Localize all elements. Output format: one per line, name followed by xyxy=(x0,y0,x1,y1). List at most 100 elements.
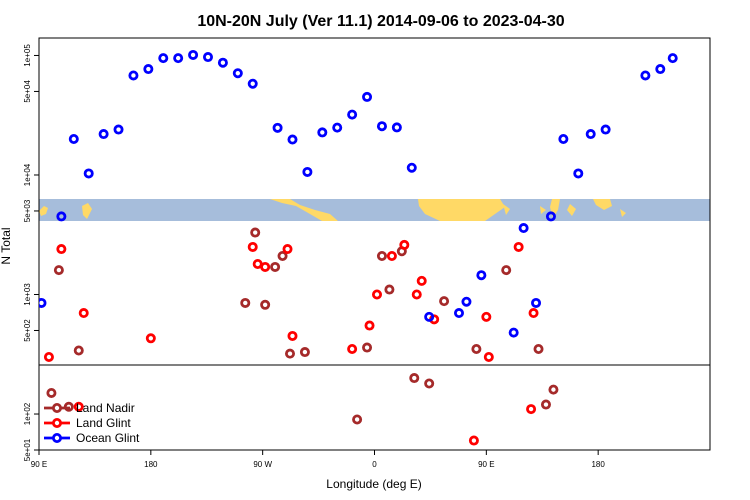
ocean-glint-point xyxy=(83,168,94,179)
ocean-glint-point xyxy=(173,53,184,64)
ocean-band xyxy=(39,199,710,221)
land-nadir-point xyxy=(277,250,288,261)
y-axis: 5e+01 1e+02 5e+02 1e+03 5e+03 1e+04 5e+04 1e+05 xyxy=(23,44,39,461)
land-shape xyxy=(39,206,48,216)
land-nadir-point xyxy=(53,265,64,276)
land-nadir-point xyxy=(299,347,310,358)
ocean-glint-point xyxy=(391,122,402,133)
land-glint-point xyxy=(287,330,298,341)
ocean-glint-point xyxy=(453,308,464,319)
land-glint-point xyxy=(73,401,84,412)
ocean-glint-point xyxy=(98,129,109,140)
land-glint-point xyxy=(386,250,397,261)
y-tick-label: 5e+04 xyxy=(23,80,32,103)
land-glint-point xyxy=(528,308,539,319)
land-glint-point xyxy=(411,289,422,300)
ocean-glint-point xyxy=(573,168,584,179)
land-glint-point xyxy=(416,275,427,286)
land-glint-point xyxy=(371,289,382,300)
y-tick-label: 5e+01 xyxy=(23,438,32,461)
ocean-glint-point xyxy=(128,70,139,81)
ocean-glint-point xyxy=(558,134,569,145)
ocean-glint-point xyxy=(347,109,358,120)
land-glint-point xyxy=(282,244,293,255)
land-glint-point xyxy=(145,333,156,344)
land-nadir-point xyxy=(471,343,482,354)
x-tick-label: 180 xyxy=(591,460,605,469)
y-tick-label: 5e+02 xyxy=(23,319,32,342)
ocean-glint-point xyxy=(317,127,328,138)
land-glint-point xyxy=(260,261,271,272)
land-glint-point xyxy=(364,320,375,331)
y-tick-label: 5e+03 xyxy=(23,199,32,222)
ocean-glint-point xyxy=(68,134,79,145)
ocean-glint-point xyxy=(476,270,487,281)
land-shape xyxy=(540,206,546,214)
ocean-glint-point xyxy=(461,296,472,307)
land-nadir-point xyxy=(240,297,251,308)
x-tick-label: 0 xyxy=(372,460,377,469)
x-tick-label: 90 W xyxy=(253,460,272,469)
land-nadir-point xyxy=(352,414,363,425)
land-nadir-point xyxy=(260,299,271,310)
land-nadir-point xyxy=(376,250,387,261)
ocean-glint-point xyxy=(202,52,213,63)
ocean-glint-point xyxy=(600,124,611,135)
ocean-glint-point xyxy=(302,166,313,177)
ocean-glint-point xyxy=(217,57,228,68)
ocean-glint-point xyxy=(287,134,298,145)
land-glint-legend-label: Land Glint xyxy=(76,416,131,430)
land-glint-point xyxy=(56,244,67,255)
ocean-glint-point xyxy=(113,124,124,135)
land-nadir-point xyxy=(384,284,395,295)
land-glint-point xyxy=(483,351,494,362)
land-shape xyxy=(418,199,505,221)
ocean-glint-point xyxy=(531,297,542,308)
land-shape xyxy=(82,203,92,219)
land-glint-point xyxy=(347,343,358,354)
ocean-glint-point xyxy=(56,211,67,222)
chart-title: 10N-20N July (Ver 11.1) 2014-09-06 to 20… xyxy=(197,13,564,30)
ocean-glint-point xyxy=(39,297,47,308)
land-shape xyxy=(270,199,338,221)
land-nadir-point xyxy=(285,348,296,359)
land-nadir-point xyxy=(73,345,84,356)
land-shape xyxy=(593,199,612,210)
data-points xyxy=(39,49,678,446)
x-tick-label: 180 xyxy=(144,460,158,469)
ocean-glint-point xyxy=(545,211,556,222)
ocean-glint-point xyxy=(143,64,154,75)
x-axis: 90 E 180 90 W 0 90 E 180 xyxy=(31,450,605,469)
land-nadir-point xyxy=(362,342,373,353)
ocean-glint-point xyxy=(667,53,678,64)
land-nadir-point xyxy=(501,265,512,276)
ocean-glint-legend-label: Ocean Glint xyxy=(76,431,140,445)
land-nadir-legend-marker xyxy=(52,402,63,413)
land-glint-point xyxy=(43,351,54,362)
y-tick-label: 1e+02 xyxy=(23,402,32,425)
land-nadir-point xyxy=(409,373,420,384)
ocean-glint-point xyxy=(376,121,387,132)
land-nadir-point xyxy=(439,296,450,307)
ocean-glint-point xyxy=(585,129,596,140)
ocean-glint-point xyxy=(188,49,199,60)
land-glint-point xyxy=(513,241,524,252)
land-glint-point xyxy=(399,239,410,250)
land-nadir-point xyxy=(540,399,551,410)
x-axis-label: Longitude (deg E) xyxy=(326,477,421,491)
land-glint-point xyxy=(78,308,89,319)
ocean-glint-point xyxy=(332,122,343,133)
land-nadir-point xyxy=(270,261,281,272)
y-tick-label: 1e+05 xyxy=(23,44,32,67)
ocean-glint-point xyxy=(508,327,519,338)
land-nadir-point xyxy=(250,227,261,238)
ocean-glint-point xyxy=(247,78,258,89)
ocean-glint-legend-marker xyxy=(52,432,63,443)
x-tick-label: 90 E xyxy=(31,460,47,469)
land-nadir-point xyxy=(424,378,435,389)
y-axis-label: N Total xyxy=(0,227,13,264)
land-glint-point xyxy=(468,435,479,446)
land-glint-point xyxy=(247,241,258,252)
